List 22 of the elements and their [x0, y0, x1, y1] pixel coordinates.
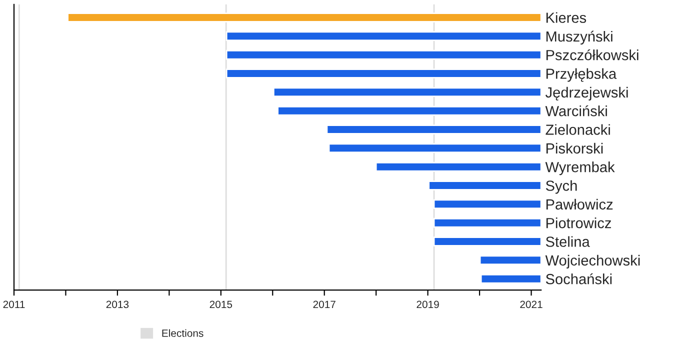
- x-tick-label: 2011: [3, 300, 25, 308]
- y-tick-label: Sochański: [546, 273, 612, 284]
- y-tick-label: Pszczółkowski: [546, 49, 638, 60]
- x-tick-label: 2017: [313, 300, 336, 308]
- x-tick-label: 2013: [106, 300, 129, 308]
- y-tick-label: Warciński: [545, 105, 607, 116]
- x-tick-label: 2019: [416, 300, 439, 308]
- y-tick-label: Sych: [546, 180, 577, 194]
- y-tick-label: Zielonacki: [546, 124, 610, 135]
- legend-label: Elections: [162, 329, 204, 337]
- x-tick-label: 2015: [210, 300, 232, 308]
- y-tick-label: Przyłębska: [546, 68, 617, 82]
- y-tick-label: Wojciechowski: [545, 254, 640, 268]
- y-tick-label: Pawłowicz: [546, 198, 613, 210]
- x-tick-label: 2021: [520, 300, 542, 308]
- y-tick-label: Muszyński: [546, 30, 612, 45]
- y-tick-label: Stelina: [546, 236, 590, 247]
- y-tick-label: Piotrowicz: [546, 218, 611, 228]
- y-tick-label: Wyrembak: [545, 162, 615, 176]
- y-tick-label: Jędrzejewski: [545, 86, 628, 100]
- y-tick-label: Piskorski: [546, 142, 603, 154]
- y-tick-label: Kieres: [546, 12, 586, 23]
